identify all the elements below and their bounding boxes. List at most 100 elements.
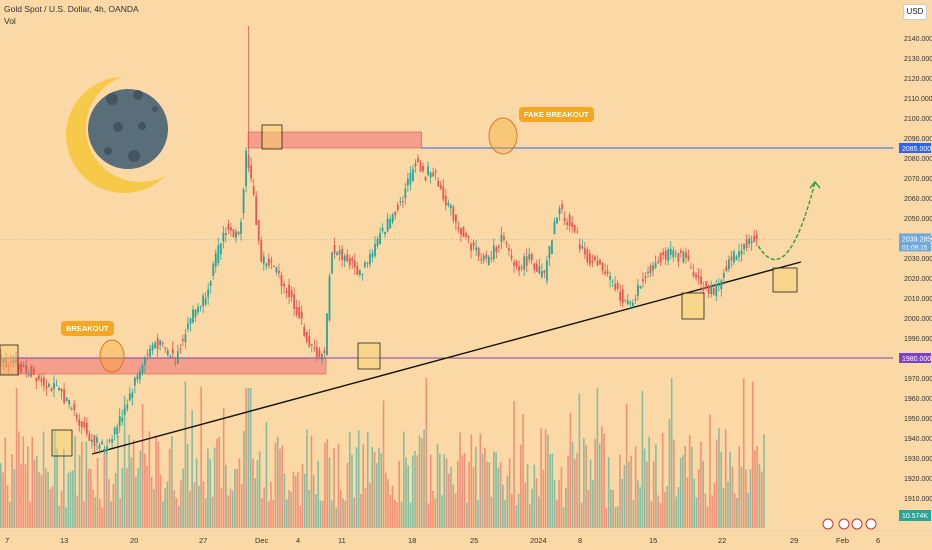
volume-bar xyxy=(108,479,110,528)
volume-bar xyxy=(418,435,421,528)
volume-bar xyxy=(209,459,211,528)
volume-bar xyxy=(718,428,720,528)
volume-bar xyxy=(603,433,605,528)
volume-bar xyxy=(610,489,612,528)
candle xyxy=(346,254,349,262)
volume-bar xyxy=(538,496,540,528)
time-tick: 4 xyxy=(296,536,300,545)
volume-bar xyxy=(655,443,657,528)
volume-bar xyxy=(123,395,126,528)
current-price-tag: 2039.285 xyxy=(902,236,931,243)
volume-bar xyxy=(72,470,74,528)
currency-button[interactable]: USD xyxy=(903,4,927,20)
candle xyxy=(685,252,687,258)
volume-bar xyxy=(508,458,511,528)
candle xyxy=(366,262,369,264)
volume-bar xyxy=(668,418,671,528)
time-axis: 7 13 20 27 Dec 4 11 18 25 2024 8 15 22 29 Feb 6 xyxy=(0,518,932,545)
volume-bar xyxy=(90,468,92,528)
volume-bar xyxy=(139,450,142,528)
volume-bar xyxy=(308,489,311,528)
volume-bar xyxy=(312,474,315,528)
candle xyxy=(290,290,293,298)
volume-bar xyxy=(727,481,729,528)
volume-bar xyxy=(731,467,734,528)
candle xyxy=(477,247,480,257)
candle xyxy=(255,195,258,225)
volume-bar xyxy=(502,484,504,528)
candle xyxy=(35,377,38,382)
volume-bar xyxy=(384,472,387,528)
moon-crater xyxy=(104,147,112,155)
candle xyxy=(629,302,632,304)
price-tick: 2020.000 xyxy=(904,276,932,283)
candle xyxy=(444,196,447,206)
volume-bar xyxy=(301,464,304,528)
candle xyxy=(280,275,283,287)
volume-bar xyxy=(416,455,419,528)
time-tick: Feb xyxy=(836,536,849,545)
volume-bar xyxy=(33,459,36,528)
volume-bar xyxy=(227,495,229,528)
time-tick: 15 xyxy=(649,536,657,545)
candle xyxy=(252,186,255,195)
volume-bar xyxy=(533,464,536,528)
candle xyxy=(331,252,333,274)
candle xyxy=(270,260,273,263)
volume-bar xyxy=(754,450,756,528)
candle xyxy=(73,403,76,411)
candle xyxy=(161,343,164,345)
volume-bar xyxy=(76,495,79,528)
candle xyxy=(214,253,217,267)
candle xyxy=(267,258,270,266)
volume-bar xyxy=(326,439,329,528)
volume-bar xyxy=(99,499,101,528)
volume-bar xyxy=(114,472,117,528)
volume-bar xyxy=(81,441,83,528)
candle xyxy=(601,262,604,271)
candle xyxy=(548,246,551,259)
candle xyxy=(53,383,55,390)
volume-bar xyxy=(276,436,279,528)
volume-bar xyxy=(706,506,709,528)
volume-bar xyxy=(614,507,617,528)
candle xyxy=(111,438,114,443)
candle xyxy=(482,255,485,261)
volume-bar xyxy=(587,489,590,528)
candle xyxy=(63,389,65,403)
candle xyxy=(101,441,103,445)
highlight-box xyxy=(51,429,73,457)
candle xyxy=(750,240,753,244)
candle xyxy=(495,247,498,253)
volume-bar xyxy=(526,464,529,528)
volume-bar xyxy=(202,481,205,528)
volume-bar xyxy=(283,473,286,528)
volume-bar xyxy=(524,482,527,528)
volume-bar xyxy=(146,465,148,528)
price-tick: 2130.000 xyxy=(904,56,932,63)
candle xyxy=(717,284,720,286)
volume-bar xyxy=(632,499,635,528)
volume-bar xyxy=(457,460,459,528)
candle xyxy=(720,280,723,289)
candle xyxy=(659,253,662,263)
candle xyxy=(194,309,197,317)
time-tick: 8 xyxy=(578,536,582,545)
candle xyxy=(40,378,43,382)
volume-bar xyxy=(49,489,52,528)
volume-bar xyxy=(65,507,67,528)
volume-bar xyxy=(506,475,509,528)
candle xyxy=(353,260,356,268)
candle xyxy=(149,348,151,357)
volume-bar xyxy=(432,491,434,528)
candle xyxy=(596,260,599,266)
candle xyxy=(520,267,523,269)
volume-bar xyxy=(261,498,263,528)
candle xyxy=(439,184,442,189)
volume-bar xyxy=(346,462,349,528)
candle xyxy=(351,258,354,262)
volume-bar xyxy=(715,439,718,528)
candle xyxy=(204,297,207,305)
volume-bar xyxy=(135,476,137,528)
